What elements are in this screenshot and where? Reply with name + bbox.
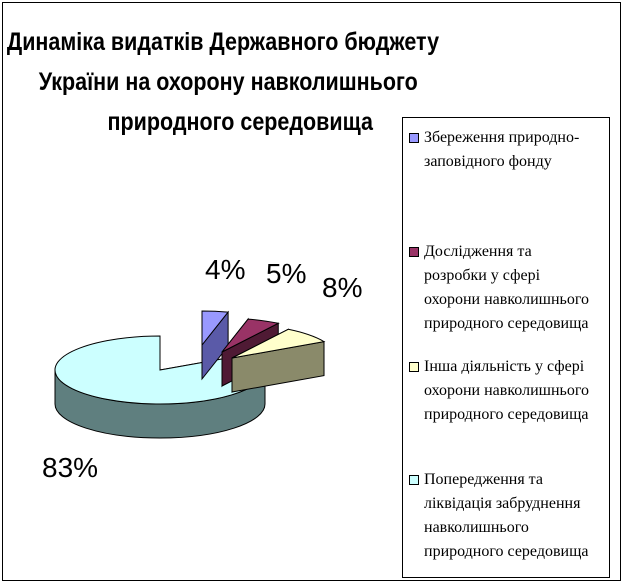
data-label-0: 4% [205,254,246,285]
legend-label-2: Інша діяльність у сфері охорони навколиш… [424,358,589,423]
legend: Збереження природно- заповідного фонду Д… [402,117,610,578]
data-label-2: 8% [322,272,363,303]
pie-slice-3 [54,335,266,439]
chart-title-line-2: України на охорону навколишнього [38,68,418,96]
chart-title: Динаміка видатків Державного бюджету Укр… [0,22,440,142]
chart-title-line-3: природного середовища [107,108,373,136]
legend-swatch-2 [409,362,419,372]
pie-chart [54,310,326,439]
legend-label-0: Збереження природно- заповідного фонду [424,129,580,170]
data-label-1: 5% [266,258,307,289]
legend-label-1: Дослідження та розробки у сфері охорони … [424,243,589,332]
legend-swatch-0 [409,133,419,143]
legend-swatch-1 [409,247,419,257]
chart-title-line-1: Динаміка видатків Державного бюджету [6,28,440,56]
legend-label-3: Попередження та ліквідація забруднення н… [424,471,589,560]
pie-slice-0 [201,310,230,381]
data-label-3: 83% [42,452,99,483]
pie-slice-2 [231,328,326,393]
legend-swatch-3 [409,475,419,485]
